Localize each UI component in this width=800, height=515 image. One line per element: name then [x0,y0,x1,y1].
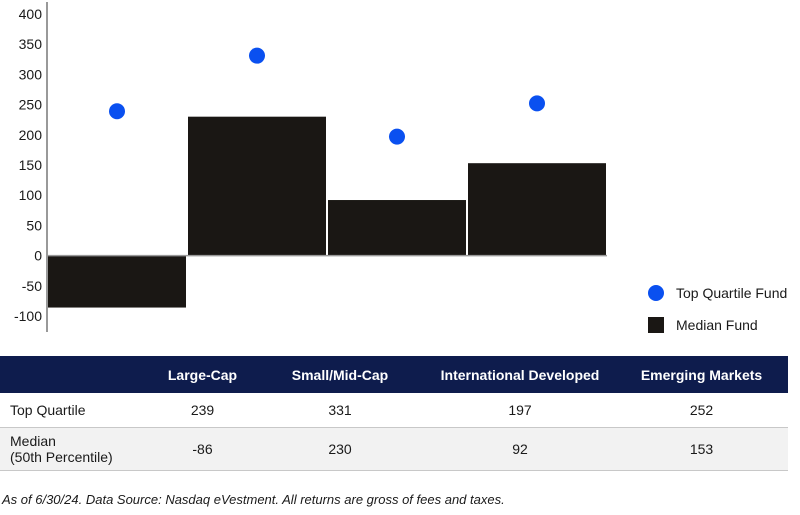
y-tick-label: 50 [26,217,42,233]
median-bar [468,163,606,256]
table-header-cell: International Developed [425,356,615,393]
table-header-cell [0,356,150,393]
top-quartile-dot [249,47,265,64]
median-bar [188,116,326,256]
y-tick-label: 100 [19,187,43,203]
table-header-cell: Emerging Markets [615,356,788,393]
table-header-cell: Small/Mid-Cap [255,356,425,393]
data-table: Large-Cap Small/Mid-Cap International De… [0,356,788,471]
y-tick-label: -100 [14,308,42,324]
y-tick-label: 300 [19,66,43,82]
table-row: Median (50th Percentile) -86 230 92 153 [0,427,788,471]
y-tick-label: 250 [19,97,43,113]
legend-label-top-quartile: Top Quartile Fund [676,285,788,301]
table-cell: 239 [150,393,255,428]
row-label-line: Median [10,433,56,449]
top-quartile-dot [529,95,545,112]
y-tick-label: 150 [19,157,43,173]
median-bar [48,255,186,308]
median-bar [328,200,466,256]
table-header-row: Large-Cap Small/Mid-Cap International De… [0,356,788,393]
table-cell: 153 [615,427,788,471]
table-cell: 331 [255,393,425,428]
legend-label-median: Median Fund [676,317,758,333]
legend-item-top-quartile: Top Quartile Fund [648,285,787,301]
table-cell: 230 [255,427,425,471]
row-label: Median (50th Percentile) [0,427,150,471]
legend-bar-swatch [648,317,664,333]
row-label: Top Quartile [0,393,150,428]
row-label-line: (50th Percentile) [10,449,113,465]
legend-dot-swatch [648,285,664,301]
table-cell: 252 [615,393,788,428]
table-row: Top Quartile 239 331 197 252 [0,393,788,428]
legend-item-median: Median Fund [648,317,758,333]
y-tick-label: 200 [19,127,43,143]
top-quartile-dot [109,103,125,120]
table-cell: 197 [425,393,615,428]
table-cell: 92 [425,427,615,471]
footnote: As of 6/30/24. Data Source: Nasdaq eVest… [2,492,505,507]
y-tick-label: 0 [34,248,42,264]
y-tick-label: 350 [19,36,43,52]
table-cell: -86 [150,427,255,471]
y-tick-label: 400 [19,6,43,22]
top-quartile-dot [389,128,405,145]
y-tick-label: -50 [22,278,42,294]
table-header-cell: Large-Cap [150,356,255,393]
chart-plot: 400 350 300 250 200 150 100 50 0 -50 -100 [14,2,607,332]
